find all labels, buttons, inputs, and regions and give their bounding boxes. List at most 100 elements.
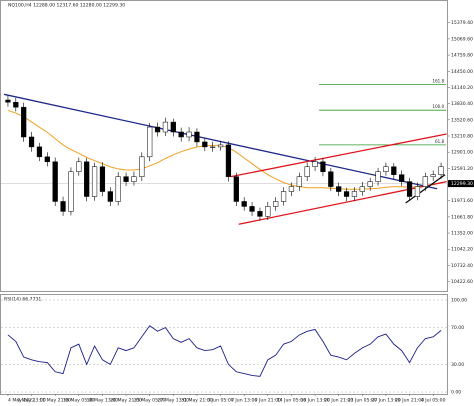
x-tick-label: 29 Jun 21:00 [395, 398, 424, 404]
x-tick-label: 9 May 13:00 [17, 398, 46, 404]
candle-body [186, 131, 192, 138]
y-tick-label: 12901.00 [451, 150, 473, 156]
candle-body [422, 176, 428, 187]
candle-body [91, 166, 98, 197]
candle-body [233, 176, 239, 202]
x-tick-label: 27 May 13:00 [158, 398, 190, 404]
candle-body [68, 171, 74, 212]
candle-body [225, 144, 232, 177]
y-tick-label: 14450.00 [451, 69, 473, 75]
candle-body [154, 126, 161, 133]
x-tick-label: 20 May 21:00 [110, 398, 142, 404]
moving-average [7, 109, 442, 190]
y-tick-label: 14759.80 [451, 53, 473, 59]
candle-body [123, 176, 129, 182]
candle-body [52, 161, 58, 202]
x-tick-label: 31 May 21:00 [181, 398, 213, 404]
rsi-panel-frame [0, 294, 448, 395]
rsi-line [7, 325, 442, 377]
x-tick-label: 4 May 2022 [8, 398, 35, 404]
candle-body [76, 161, 82, 172]
candle-body [265, 206, 271, 217]
rsi-tick-label: 100.00 [451, 298, 467, 304]
candle-body [107, 191, 113, 202]
candle-body [21, 106, 27, 138]
y-tick-label: 11042.20 [451, 247, 473, 253]
candle-body [304, 166, 310, 177]
candle-body [359, 186, 365, 192]
y-tick-label: 11661.80 [451, 214, 473, 220]
candle-body [320, 161, 326, 172]
x-tick-label: 11 May 21:00 [39, 398, 71, 404]
y-tick-label: 13210.80 [451, 133, 473, 139]
fib-level-label: 100.0 [433, 104, 445, 109]
fib-level-label: 61.8 [435, 139, 444, 144]
candle-body [28, 136, 35, 148]
x-tick-label: 4 Jul 05:00 [421, 398, 446, 404]
candle-body [115, 176, 121, 202]
candle-body [241, 201, 247, 207]
candle-body [296, 176, 302, 187]
candle-body [351, 191, 358, 197]
x-tick-label: 23 Jun 05:00 [348, 398, 377, 404]
candle-body [328, 171, 334, 187]
candle-body [257, 211, 263, 217]
x-tick-label: 16 Jun 13:00 [300, 398, 329, 404]
x-tick-label: 3 Jun 05:00 [207, 398, 233, 404]
candle-body [343, 191, 350, 197]
candle-body [147, 126, 153, 158]
fib-level-label: 161.8 [433, 78, 445, 83]
candle-body [5, 99, 11, 103]
candle-body [99, 166, 106, 192]
candle-body [430, 174, 436, 177]
candle-body [178, 131, 184, 138]
candle-body [60, 201, 66, 212]
trendline [230, 133, 447, 178]
candle-body [217, 144, 224, 148]
y-tick-label: 15379.40 [451, 20, 473, 26]
x-tick-label: 9 Jun 21:00 [255, 398, 281, 404]
x-tick-label: 18 May 13:00 [87, 398, 119, 404]
x-tick-label: 16 May 05:00 [63, 398, 95, 404]
x-tick-label: 27 Jun 13:00 [371, 398, 400, 404]
x-tick-label: 14 Jun 05:00 [277, 398, 306, 404]
candle-body [336, 186, 342, 192]
rsi-title: RSI(14) 66.7731 [4, 297, 41, 303]
candle-body [84, 161, 90, 197]
current-price-label: 12299.30 [451, 181, 473, 187]
candle-body [194, 131, 200, 143]
candle-body [202, 141, 208, 148]
candle-body [280, 191, 287, 202]
candle-body [44, 156, 50, 163]
rsi-tick-label: 0.00 [451, 390, 461, 396]
candle-body [414, 186, 421, 197]
candle-body [438, 166, 444, 175]
candle-body [375, 171, 381, 182]
candle-body [288, 186, 295, 192]
rsi-tick-label: 70.00 [451, 325, 464, 331]
candle-body [312, 161, 318, 167]
y-tick-label: 10732.40 [451, 263, 473, 269]
x-tick-label: 20 Jun 21:00 [324, 398, 353, 404]
candle-body [391, 166, 397, 175]
y-tick-label: 11971.60 [451, 198, 473, 204]
y-tick-label: 10422.60 [451, 279, 473, 285]
candle-body [170, 121, 176, 133]
y-tick-label: 14140.20 [451, 85, 473, 91]
y-tick-label: 15069.60 [451, 36, 473, 42]
x-tick-label: 25 May 05:00 [134, 398, 166, 404]
price-panel-frame [0, 0, 448, 292]
x-tick-label: 7 Jun 13:00 [231, 398, 257, 404]
y-tick-label: 13830.40 [451, 101, 473, 107]
current-price-tag [448, 180, 474, 188]
candle-body [406, 181, 413, 197]
y-tick-label: 12591.20 [451, 166, 473, 172]
candle-body [367, 181, 373, 187]
chart-title: NQ100,H4 12288.00 12317.60 12280.00 1229… [8, 3, 125, 9]
rsi-tick-label: 30.00 [451, 362, 464, 368]
candle-body [249, 206, 255, 212]
candle-body [210, 146, 216, 148]
candle-body [13, 101, 19, 108]
